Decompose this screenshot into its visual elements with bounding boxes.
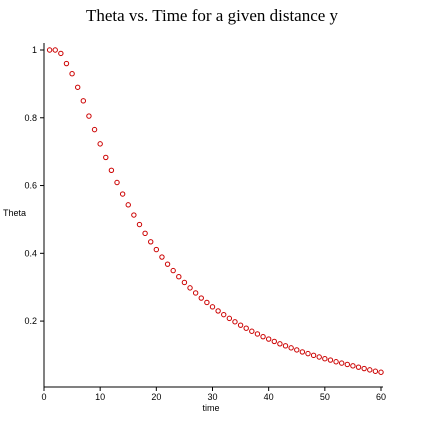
data-point	[215, 308, 221, 314]
data-point	[187, 285, 193, 291]
data-point	[131, 212, 137, 218]
data-point	[153, 246, 160, 253]
data-point	[148, 239, 154, 245]
data-point	[108, 167, 115, 173]
data-point	[254, 331, 261, 337]
y-axis-label: Theta	[3, 208, 26, 218]
data-point	[86, 113, 92, 119]
data-point	[288, 345, 294, 351]
data-point	[316, 354, 322, 360]
data-point	[63, 60, 70, 67]
data-point	[46, 47, 53, 53]
x-ticks: 0 10 20 30 40 50 60	[41, 387, 386, 402]
data-point	[310, 352, 317, 359]
data-point	[361, 365, 367, 372]
data-point	[103, 154, 109, 161]
x-axis-label: time	[202, 403, 219, 413]
data-point	[282, 343, 289, 349]
data-point	[119, 191, 126, 197]
data-point	[378, 369, 384, 375]
data-point	[58, 50, 64, 57]
data-point	[80, 98, 87, 104]
data-point	[277, 341, 283, 347]
data-point	[350, 363, 356, 369]
data-point	[97, 141, 103, 147]
data-point	[322, 356, 328, 362]
data-point	[114, 179, 120, 186]
data-point	[91, 126, 98, 133]
data-point	[232, 319, 238, 325]
x-tick-label: 0	[41, 392, 46, 402]
data-points	[46, 47, 384, 375]
data-point	[209, 304, 216, 310]
data-point	[271, 338, 277, 345]
data-point	[338, 360, 345, 366]
data-point	[52, 47, 58, 53]
data-point	[181, 279, 188, 286]
data-point	[136, 221, 143, 228]
data-point	[327, 357, 334, 363]
y-tick-label: 0.6	[24, 181, 37, 191]
data-point	[243, 325, 249, 331]
data-point	[204, 299, 210, 306]
data-point	[367, 367, 373, 373]
x-tick-label: 30	[207, 392, 217, 402]
data-point	[249, 328, 255, 334]
data-point	[226, 315, 233, 322]
data-point	[198, 295, 204, 301]
y-tick-label: 0.2	[24, 316, 37, 326]
x-tick-label: 60	[376, 392, 386, 402]
data-point	[333, 359, 339, 365]
axes	[43, 43, 383, 388]
data-point	[170, 267, 176, 274]
data-point	[294, 347, 300, 353]
x-tick-label: 20	[151, 392, 161, 402]
data-point	[299, 349, 306, 355]
data-point	[265, 336, 272, 342]
chart-title: Theta vs. Time for a given distance y	[86, 6, 339, 25]
data-point	[164, 261, 171, 267]
x-tick-label: 40	[264, 392, 274, 402]
x-tick-label: 50	[320, 392, 330, 402]
data-point	[142, 230, 148, 237]
y-tick-label: 0.4	[24, 248, 37, 258]
data-point	[355, 364, 362, 370]
data-point	[125, 202, 131, 208]
data-point	[344, 361, 350, 368]
data-point	[237, 322, 244, 328]
x-tick-label: 10	[95, 392, 105, 402]
data-point	[192, 290, 199, 296]
data-point	[69, 71, 75, 77]
data-point	[305, 350, 311, 357]
data-point	[221, 311, 227, 318]
data-point	[260, 333, 266, 340]
y-ticks: 0.2 0.4 0.6 0.8 1	[24, 45, 44, 326]
data-point	[159, 254, 165, 260]
data-point	[372, 368, 379, 374]
y-tick-label: 0.8	[24, 113, 37, 123]
data-point	[75, 84, 81, 90]
data-point	[176, 273, 182, 280]
y-tick-label: 1	[32, 45, 37, 55]
